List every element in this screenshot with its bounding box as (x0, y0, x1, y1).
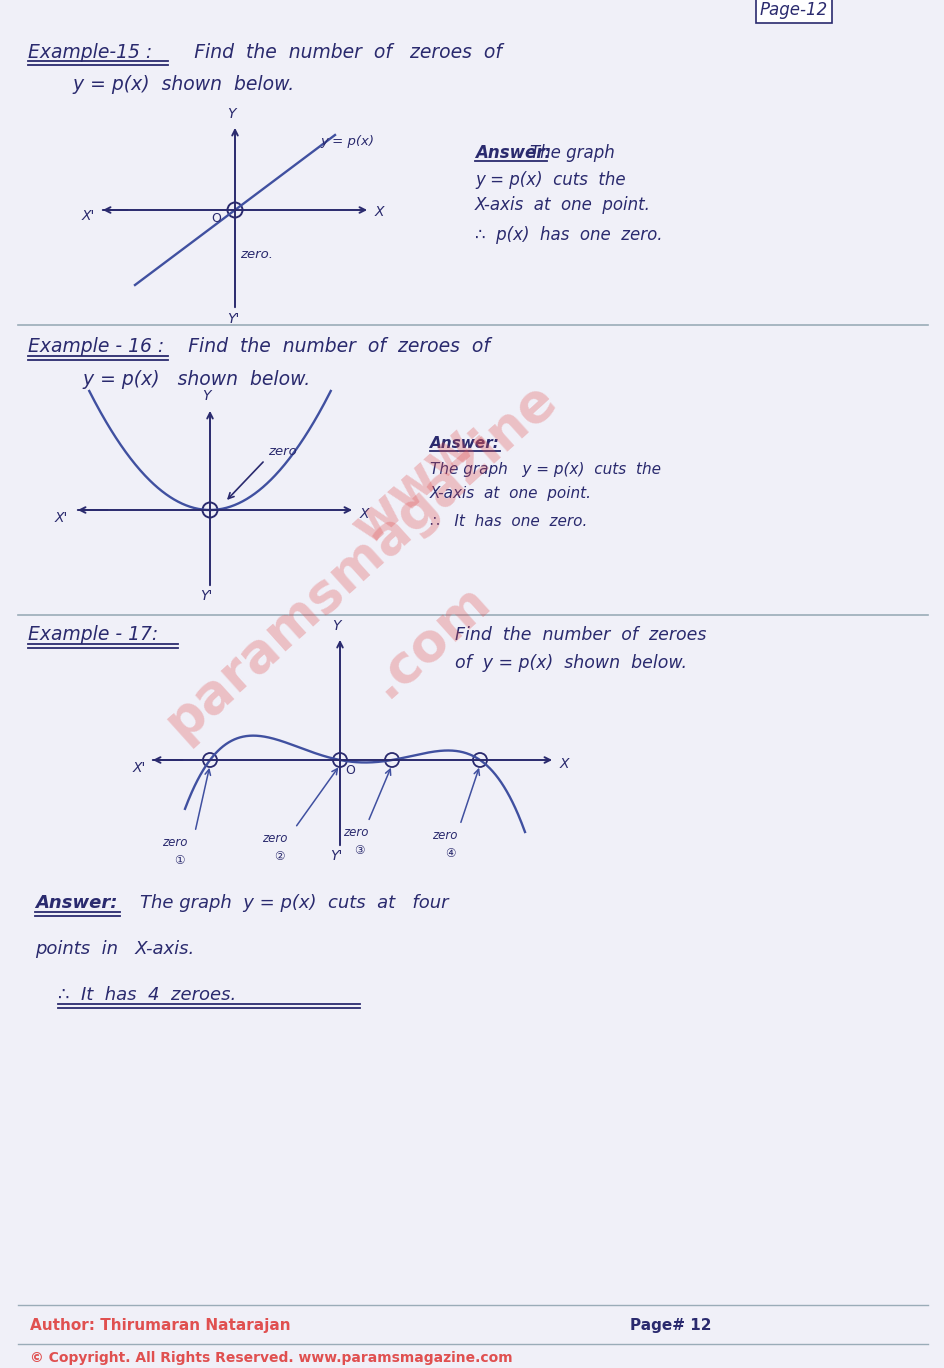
Text: Author: Thirumaran Natarajan: Author: Thirumaran Natarajan (30, 1317, 291, 1332)
Text: y = p(x)   shown  below.: y = p(x) shown below. (65, 369, 310, 389)
Text: zero: zero (431, 829, 457, 841)
Text: X: X (560, 757, 569, 772)
Text: O: O (345, 763, 355, 777)
Text: y = p(x): y = p(x) (320, 135, 374, 148)
Text: Page# 12: Page# 12 (630, 1317, 711, 1332)
Text: The graph: The graph (530, 144, 615, 161)
Text: ④: ④ (445, 847, 455, 860)
Text: © Copyright. All Rights Reserved. www.paramsmagazine.com: © Copyright. All Rights Reserved. www.pa… (30, 1352, 512, 1365)
Text: Answer:: Answer: (35, 895, 117, 912)
Text: Y': Y' (329, 850, 342, 863)
Text: zero: zero (261, 832, 287, 845)
Text: paramsmagazine: paramsmagazine (154, 371, 565, 748)
Text: Y: Y (331, 618, 340, 633)
Text: Y: Y (227, 107, 235, 120)
Text: points  in   X-axis.: points in X-axis. (35, 940, 194, 958)
Text: X: X (360, 508, 369, 521)
Text: X: X (375, 205, 384, 219)
Text: Example - 16 :    Find  the  number  of  zeroes  of: Example - 16 : Find the number of zeroes… (28, 337, 490, 356)
Text: y = p(x)  shown  below.: y = p(x) shown below. (55, 75, 294, 94)
Text: Y: Y (202, 389, 211, 404)
Text: Y': Y' (227, 312, 239, 326)
Text: Page-12: Page-12 (759, 1, 827, 19)
Text: Example-15 :       Find  the  number  of   zeroes  of: Example-15 : Find the number of zeroes o… (28, 42, 501, 62)
Text: ∴   It  has  one  zero.: ∴ It has one zero. (430, 514, 587, 529)
Text: X': X' (55, 512, 68, 525)
Text: The graph   y = p(x)  cuts  the: The graph y = p(x) cuts the (430, 462, 660, 477)
Text: y = p(x)  cuts  the: y = p(x) cuts the (475, 171, 625, 189)
Text: The graph  y = p(x)  cuts  at   four: The graph y = p(x) cuts at four (140, 895, 448, 912)
Text: .com: .com (360, 573, 499, 707)
Text: Example - 17:: Example - 17: (28, 625, 158, 644)
Text: O: O (211, 212, 221, 224)
Text: ①: ① (174, 854, 184, 867)
Text: www.: www. (342, 406, 497, 554)
Text: zero: zero (161, 836, 187, 850)
Text: X-axis  at  one  point.: X-axis at one point. (475, 196, 650, 213)
Text: X': X' (82, 209, 95, 223)
Text: ∴  It  has  4  zeroes.: ∴ It has 4 zeroes. (58, 986, 236, 1004)
Text: zero: zero (268, 445, 296, 458)
Text: Answer:: Answer: (475, 144, 550, 161)
Text: zero.: zero. (240, 248, 273, 261)
Text: ∴  p(x)  has  one  zero.: ∴ p(x) has one zero. (475, 226, 662, 244)
Text: ③: ③ (354, 844, 364, 856)
Text: X': X' (133, 761, 146, 776)
Text: of  y = p(x)  shown  below.: of y = p(x) shown below. (454, 654, 686, 672)
Text: X-axis  at  one  point.: X-axis at one point. (430, 486, 591, 501)
Text: Find  the  number  of  zeroes: Find the number of zeroes (454, 627, 705, 644)
Text: ②: ② (274, 850, 284, 863)
Text: Y': Y' (200, 590, 212, 603)
Text: Answer:: Answer: (430, 436, 499, 451)
Text: zero: zero (343, 826, 368, 839)
